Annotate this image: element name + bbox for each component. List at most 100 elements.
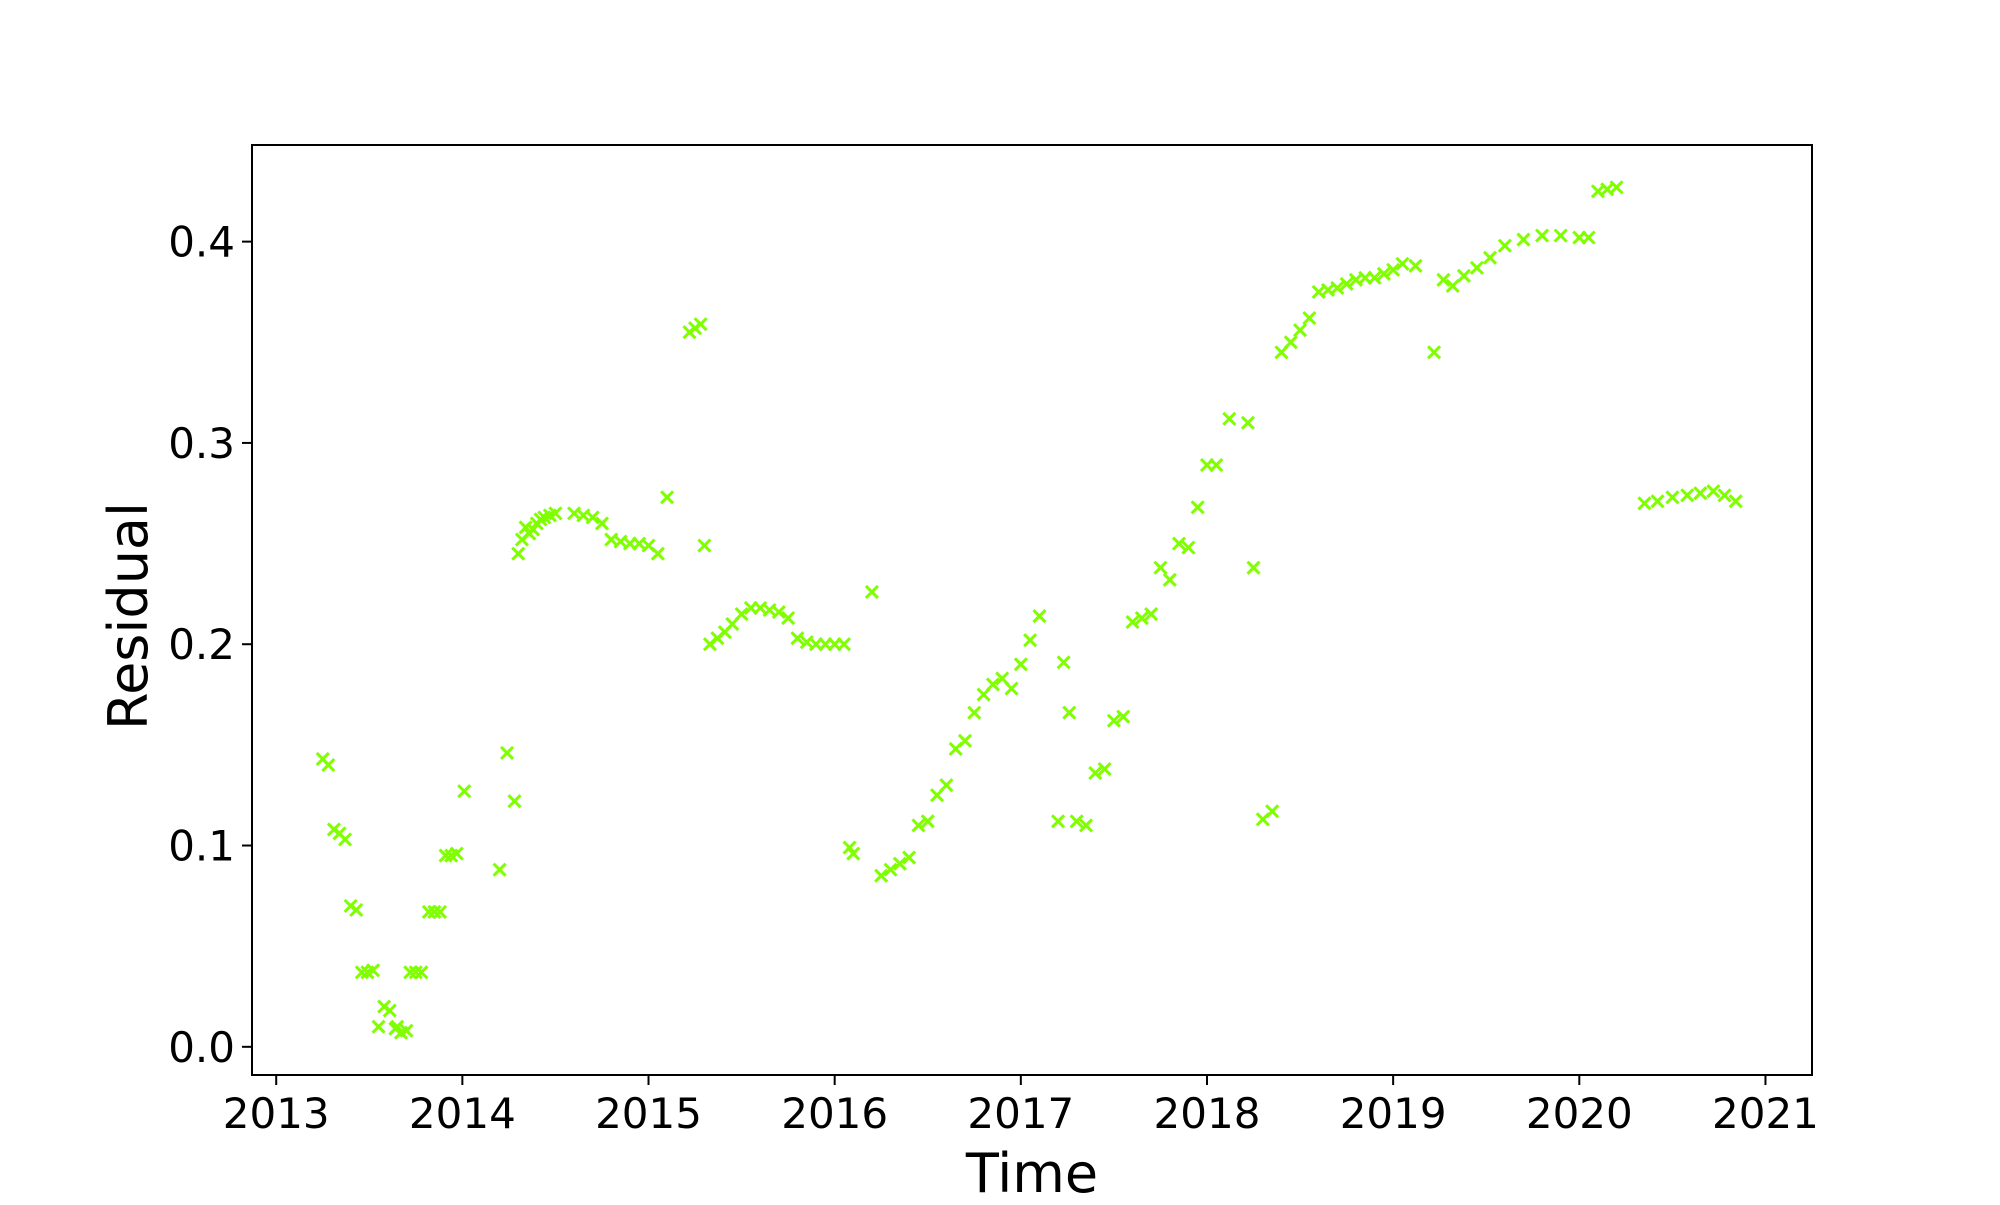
data-point-marker [1171, 536, 1187, 551]
data-point-marker [492, 862, 507, 877]
plot-frame [251, 144, 1813, 1076]
data-point-marker [920, 814, 935, 829]
data-point-marker [650, 546, 665, 561]
data-point-marker [1283, 335, 1298, 350]
data-point-marker [874, 868, 889, 883]
data-point-marker [771, 604, 786, 620]
x-tick-label: 2017 [967, 1089, 1074, 1138]
x-axis-label: Time [965, 1142, 1098, 1200]
data-point-marker [1637, 496, 1652, 511]
data-point-marker [660, 490, 675, 505]
data-point-marker [349, 902, 364, 917]
data-point-marker [902, 850, 917, 865]
y-tick-label: 0.1 [168, 822, 235, 871]
data-point-marker [1050, 814, 1066, 829]
data-point-marker [883, 862, 898, 877]
data-point-marker [1445, 278, 1460, 293]
data-point-marker [1436, 272, 1451, 287]
data-point-marker [1088, 765, 1103, 781]
data-point-marker [1106, 713, 1121, 728]
data-point-marker [781, 610, 796, 626]
data-point-marker [1181, 540, 1196, 555]
data-point-marker [697, 538, 712, 553]
data-point-marker [1004, 681, 1019, 696]
data-point-marker [1706, 484, 1721, 499]
data-point-marker [1134, 610, 1149, 626]
data-point-marker [939, 778, 954, 793]
data-point-marker [1023, 633, 1038, 648]
data-point-marker [365, 963, 381, 978]
data-point-marker [427, 904, 442, 920]
data-point-marker [1293, 323, 1308, 338]
plot-area [252, 145, 1812, 1075]
data-point-marker [1516, 232, 1531, 247]
x-tick-label: 2014 [409, 1089, 516, 1138]
data-point-marker [403, 965, 418, 980]
data-point-marker [507, 794, 522, 809]
data-point-marker [1717, 488, 1732, 503]
data-point-marker [1339, 276, 1354, 291]
data-point-marker [399, 1023, 414, 1038]
data-point-marker [421, 904, 436, 920]
data-point-marker [1609, 180, 1624, 195]
data-point-marker [1665, 490, 1680, 505]
data-point-marker [449, 846, 464, 861]
data-point-marker [1240, 415, 1256, 430]
data-point-marker [1456, 268, 1471, 283]
data-point-marker [548, 506, 563, 521]
data-point-marker [1469, 260, 1484, 275]
x-tick-label: 2020 [1526, 1089, 1633, 1138]
data-point-marker [957, 733, 973, 748]
data-point-marker [1482, 250, 1498, 265]
data-point-marker [864, 584, 879, 599]
data-point-marker [1650, 494, 1665, 509]
y-axis-ticks: 0.0 0.1 0.2 0.3 0.4 [168, 218, 252, 1072]
data-point-marker [1125, 615, 1140, 630]
data-point-marker [1222, 411, 1237, 426]
data-point-marker [1386, 262, 1401, 277]
data-point-marker [836, 637, 852, 652]
data-point-marker [1062, 705, 1077, 720]
x-tick-label: 2018 [1154, 1089, 1261, 1138]
y-tick-label: 0.2 [168, 620, 235, 669]
data-point-marker [1581, 230, 1596, 245]
data-point-marker [321, 757, 336, 773]
x-tick-label: 2016 [781, 1089, 888, 1138]
data-point-marker [1056, 655, 1071, 670]
data-point-marker [1116, 709, 1131, 724]
data-point-marker [1013, 657, 1028, 672]
data-point-marker [432, 904, 448, 920]
data-point-marker [1680, 488, 1695, 503]
data-point-marker [1367, 270, 1382, 285]
data-point-marker [1097, 761, 1112, 777]
y-tick-label: 0.0 [168, 1023, 235, 1072]
x-tick-label: 2013 [223, 1089, 330, 1138]
x-axis-ticks: 2013 2014 2015 2016 2017 2018 2019 2020 2021 [223, 1075, 1819, 1138]
data-point-marker [1078, 818, 1094, 833]
data-point-marker [1330, 280, 1345, 295]
data-point-marker [457, 784, 472, 799]
data-point-marker [499, 745, 515, 760]
data-point-marker [438, 848, 453, 863]
data-point-marker [414, 965, 429, 980]
x-tick-label: 2019 [1340, 1089, 1447, 1138]
data-point-marker [338, 832, 353, 847]
data-point-marker [985, 677, 1000, 692]
data-point-marker [1553, 228, 1568, 243]
data-point-marker [734, 606, 749, 622]
data-point-marker [1376, 266, 1391, 281]
y-tick-label: 0.4 [168, 218, 235, 267]
data-point-marker [967, 705, 982, 720]
data-point-marker [1497, 238, 1512, 253]
x-tick-label: 2015 [595, 1089, 702, 1138]
data-point-marker [1032, 608, 1047, 624]
data-point-marker [1246, 560, 1261, 575]
data-point-marker [1535, 228, 1550, 243]
data-point-marker [1265, 804, 1280, 819]
data-point-marker [790, 631, 805, 646]
y-axis-label: Residual [97, 502, 160, 730]
data-point-marker [1209, 458, 1224, 473]
data-point-marker [1728, 494, 1743, 509]
data-point-marker [846, 846, 861, 861]
